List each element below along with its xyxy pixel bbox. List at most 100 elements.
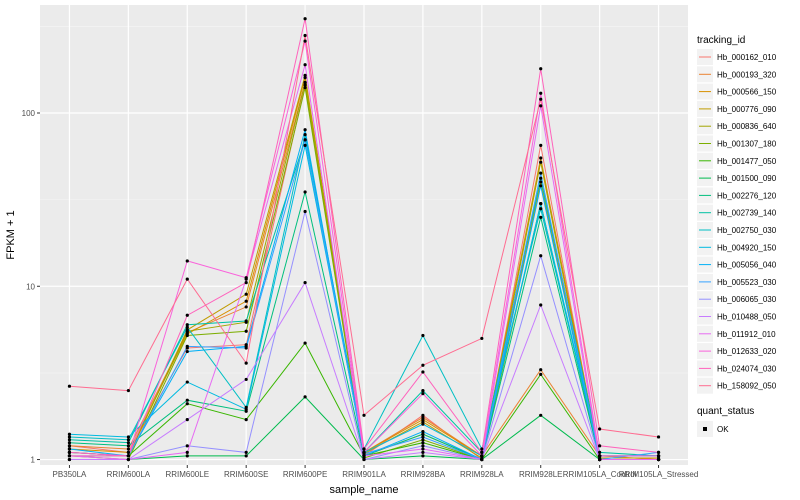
shape-legend-title: quant_status bbox=[697, 406, 754, 417]
data-point bbox=[421, 432, 425, 436]
data-point bbox=[656, 454, 661, 458]
data-point bbox=[126, 441, 130, 445]
legend-label: Hb_004920_150 bbox=[717, 243, 777, 252]
data-point bbox=[303, 63, 307, 67]
data-point bbox=[303, 280, 307, 285]
data-point bbox=[244, 305, 248, 309]
legend-label: Hb_002750_030 bbox=[717, 226, 777, 235]
x-tick-label: RRIM901LA bbox=[342, 470, 386, 479]
data-point bbox=[421, 392, 425, 396]
data-point bbox=[539, 176, 543, 180]
legend-label: Hb_000836_640 bbox=[717, 122, 777, 131]
data-point bbox=[244, 450, 248, 454]
data-point bbox=[126, 450, 130, 454]
data-point bbox=[656, 450, 661, 454]
x-tick-label: RRIM105LA_Control bbox=[563, 470, 637, 479]
data-point bbox=[421, 422, 425, 426]
data-point bbox=[244, 454, 248, 458]
data-point bbox=[185, 313, 189, 317]
data-point bbox=[480, 450, 484, 454]
data-point bbox=[539, 104, 543, 108]
data-point bbox=[539, 215, 543, 219]
data-point bbox=[598, 427, 602, 431]
legend-label: Hb_005523_030 bbox=[717, 278, 777, 287]
data-point bbox=[126, 435, 130, 439]
data-point bbox=[421, 418, 425, 422]
data-point bbox=[362, 457, 366, 462]
data-point bbox=[244, 418, 248, 422]
data-point bbox=[185, 323, 189, 327]
data-point bbox=[656, 457, 661, 462]
data-point bbox=[185, 450, 189, 454]
data-point bbox=[67, 457, 72, 462]
data-point bbox=[303, 39, 307, 43]
data-point bbox=[126, 457, 130, 462]
data-point bbox=[480, 454, 484, 458]
data-point bbox=[539, 171, 543, 175]
legend-label: Hb_000566_150 bbox=[717, 88, 777, 97]
data-point bbox=[303, 86, 307, 90]
x-tick-label: PB350LA bbox=[53, 470, 87, 479]
data-point bbox=[303, 209, 307, 214]
data-point bbox=[539, 67, 543, 71]
data-point bbox=[539, 413, 543, 417]
data-point bbox=[303, 128, 307, 132]
data-point bbox=[303, 395, 307, 399]
data-point bbox=[244, 319, 248, 323]
data-point bbox=[539, 368, 543, 372]
data-point bbox=[67, 441, 72, 445]
data-point bbox=[421, 447, 425, 451]
legend-label: Hb_006065_030 bbox=[717, 295, 777, 304]
data-point bbox=[185, 398, 189, 402]
x-axis-title: sample_name bbox=[329, 484, 398, 496]
data-point bbox=[185, 277, 189, 281]
legend-label: Hb_001307_180 bbox=[717, 140, 777, 149]
y-tick-label: 100 bbox=[22, 109, 36, 118]
data-point bbox=[362, 413, 366, 417]
data-point bbox=[598, 454, 602, 458]
data-point bbox=[362, 450, 366, 454]
data-point bbox=[539, 184, 543, 188]
x-tick-label: RRIM600LA bbox=[107, 470, 151, 479]
data-point bbox=[539, 207, 543, 211]
data-point bbox=[303, 80, 307, 85]
data-point bbox=[421, 454, 425, 458]
y-tick-label: 1 bbox=[31, 456, 36, 465]
legend-label: Hb_002739_140 bbox=[717, 209, 777, 218]
legend-label: Hb_005056_040 bbox=[717, 261, 777, 270]
data-point bbox=[539, 254, 543, 258]
legend-label: Hb_024074_030 bbox=[717, 364, 777, 373]
data-point bbox=[480, 447, 484, 451]
data-point bbox=[598, 444, 602, 448]
data-point bbox=[598, 457, 602, 462]
data-point bbox=[244, 292, 248, 296]
y-axis: 1 10 100 bbox=[22, 109, 40, 465]
data-point bbox=[362, 454, 366, 458]
data-point bbox=[421, 333, 425, 338]
data-point bbox=[244, 361, 248, 365]
data-point bbox=[421, 429, 425, 434]
data-point bbox=[67, 444, 72, 448]
shape-legend-label: OK bbox=[717, 425, 729, 434]
legend-label: Hb_000193_320 bbox=[717, 70, 777, 79]
data-point bbox=[244, 346, 248, 350]
data-point bbox=[539, 143, 543, 148]
data-point bbox=[67, 450, 72, 454]
data-point bbox=[244, 299, 248, 303]
data-point bbox=[67, 438, 72, 442]
data-point bbox=[185, 380, 189, 384]
data-point bbox=[480, 457, 484, 462]
data-point bbox=[185, 344, 189, 348]
legend: tracking_id Hb_000162_010 Hb_000193_320 Hb_… bbox=[697, 35, 777, 437]
data-point bbox=[539, 303, 543, 307]
legend-label: Hb_158092_050 bbox=[717, 382, 777, 391]
data-point bbox=[303, 83, 307, 87]
x-tick-label: RRIM928BA bbox=[401, 470, 446, 479]
data-point bbox=[67, 447, 72, 451]
data-point bbox=[303, 138, 307, 142]
data-point bbox=[539, 372, 543, 376]
data-point bbox=[67, 454, 72, 458]
data-point bbox=[126, 438, 130, 442]
data-point bbox=[303, 33, 307, 38]
